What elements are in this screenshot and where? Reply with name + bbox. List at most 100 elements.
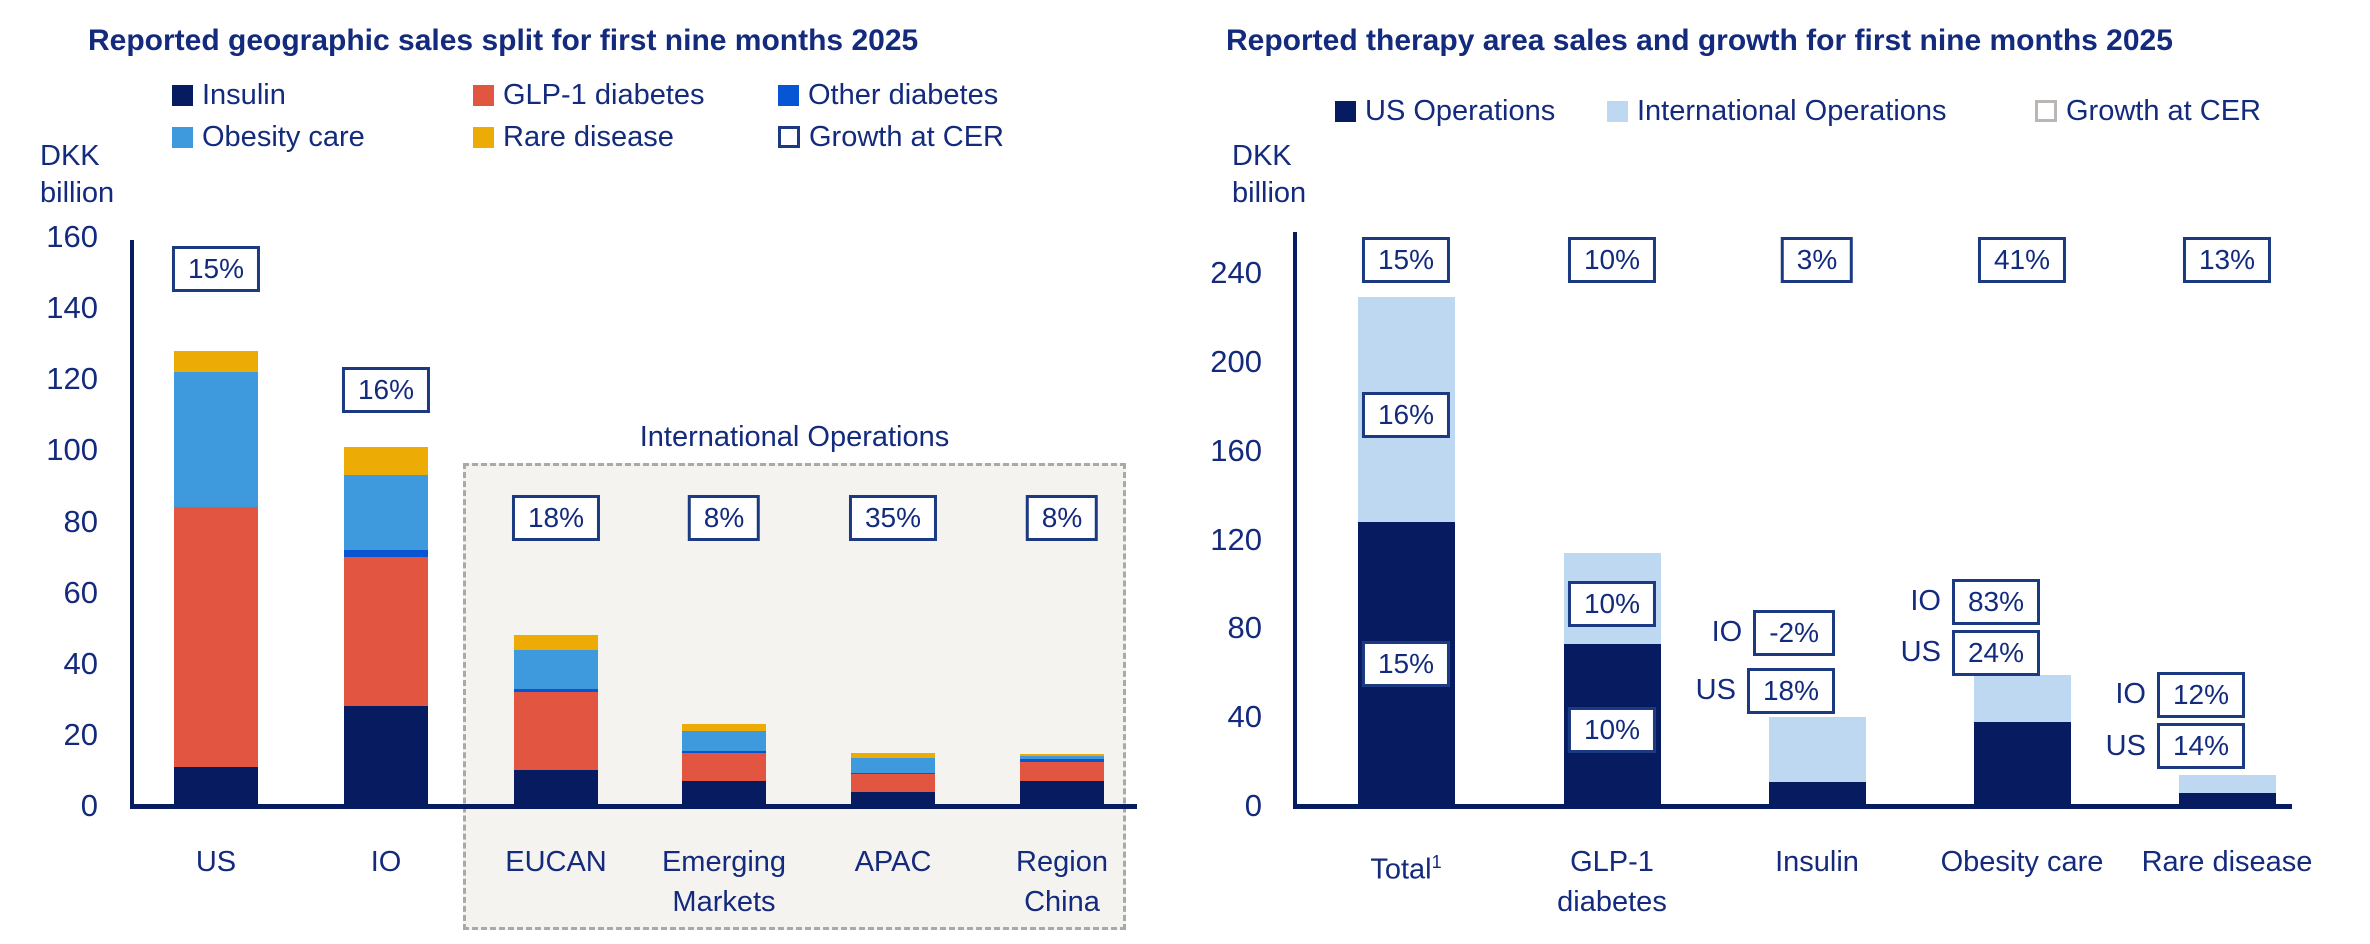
bar-segment-glp-1-diabetes bbox=[174, 507, 258, 767]
y-axis-tick-label: 120 bbox=[1210, 521, 1262, 557]
bar-segment-other-diabetes bbox=[851, 772, 935, 774]
bar-segment-insulin bbox=[1020, 781, 1104, 806]
category-label: US bbox=[111, 842, 321, 882]
segment-growth-prefix: US bbox=[1900, 636, 1941, 669]
bar-segment-rare-disease bbox=[514, 635, 598, 650]
segment-growth-pair: IO 12% bbox=[2115, 671, 2245, 718]
y-axis-line bbox=[1293, 232, 1297, 809]
growth-at-cer-badge: 15% bbox=[171, 246, 261, 293]
legend-swatch-rare-disease bbox=[473, 126, 494, 148]
bar-segment-insulin bbox=[344, 706, 428, 806]
legend-item-international-operations: International Operations bbox=[1607, 94, 1947, 127]
growth-at-cer-badge: 35% bbox=[848, 494, 938, 541]
category-label: Emerging Markets bbox=[619, 842, 829, 922]
category-label: Total1 bbox=[1301, 842, 1511, 890]
bar-segment-rare-disease bbox=[174, 350, 258, 373]
y-axis-tick-label: 140 bbox=[46, 290, 98, 326]
y-axis-tick-label: 20 bbox=[63, 716, 98, 752]
bar-segment-insulin bbox=[682, 781, 766, 806]
bar-segment-us-operations bbox=[1973, 721, 2071, 806]
legend-label: Growth at CER bbox=[2066, 94, 2261, 127]
growth-at-cer-badge: 3% bbox=[1780, 236, 1854, 283]
segment-growth-badge: 24% bbox=[1951, 629, 2040, 676]
y-axis-tick-label: 0 bbox=[80, 788, 98, 823]
bar-segment-rare-disease bbox=[1020, 754, 1104, 757]
segment-growth-prefix: US bbox=[1695, 674, 1736, 707]
y-axis-unit-line: billion bbox=[40, 177, 115, 209]
footnote-marker: 1 bbox=[1431, 852, 1442, 872]
legend-label: International Operations bbox=[1637, 94, 1947, 127]
segment-growth-prefix: IO bbox=[1910, 585, 1941, 618]
growth-at-cer-badge: 10% bbox=[1567, 236, 1657, 283]
y-axis-line bbox=[130, 240, 134, 809]
legend-swatch-us-operations bbox=[1335, 100, 1356, 122]
segment-growth-pair: IO 83% bbox=[1910, 578, 2040, 625]
category-label-line: US bbox=[195, 846, 237, 878]
bar-segment-other-diabetes bbox=[514, 688, 598, 693]
segment-growth-badge: 12% bbox=[2156, 671, 2245, 718]
bar-segment-rare-disease bbox=[851, 752, 935, 758]
segment-growth-badge: 10% bbox=[1567, 580, 1657, 627]
legend-label: Rare disease bbox=[503, 120, 674, 153]
y-axis-unit-line: DKK bbox=[1232, 140, 1292, 172]
bar-segment-other-diabetes bbox=[682, 751, 766, 753]
y-axis-unit-line: DKK bbox=[40, 140, 100, 172]
y-axis-tick-label: 160 bbox=[46, 219, 98, 255]
category-label-line: Emerging bbox=[661, 846, 787, 878]
category-label-line: China bbox=[1024, 886, 1100, 918]
growth-at-cer-badge: 16% bbox=[341, 366, 431, 413]
growth-at-cer-badge: 8% bbox=[1025, 494, 1099, 541]
legend-item-obesity-care: Obesity care bbox=[172, 121, 365, 153]
segment-growth-prefix: US bbox=[2105, 729, 2146, 762]
legend-swatch-insulin bbox=[172, 84, 193, 106]
bar-segment-glp-1-diabetes bbox=[1020, 762, 1104, 782]
international-operations-label: International Operations bbox=[639, 421, 950, 453]
category-label-line: APAC bbox=[854, 846, 932, 878]
bar-segment-glp-1-diabetes bbox=[851, 773, 935, 792]
legend-label: Insulin bbox=[202, 78, 286, 111]
legend-label: GLP-1 diabetes bbox=[503, 78, 705, 111]
bar-segment-glp-1-diabetes bbox=[514, 692, 598, 771]
category-label-line: Rare disease bbox=[2141, 846, 2313, 878]
y-axis-unit-line: billion bbox=[1232, 177, 1307, 209]
segment-growth-badge: 15% bbox=[1361, 640, 1451, 687]
segment-growth-badge: 16% bbox=[1361, 392, 1451, 439]
legend-item-glp-1-diabetes: GLP-1 diabetes bbox=[473, 78, 705, 111]
bar-segment-glp-1-diabetes bbox=[344, 557, 428, 707]
category-label: Rare disease bbox=[2122, 842, 2332, 882]
segment-growth-badge: -2% bbox=[1753, 609, 1835, 656]
legend-swatch-other-diabetes bbox=[778, 84, 799, 106]
bar-segment-obesity-care bbox=[514, 649, 598, 689]
y-axis-tick-label: 100 bbox=[46, 432, 98, 468]
y-axis-tick-label: 40 bbox=[63, 645, 98, 681]
category-label: Obesity care bbox=[1917, 842, 2127, 882]
category-label: Insulin bbox=[1712, 842, 1922, 882]
category-label-line: Total1 bbox=[1370, 852, 1442, 886]
legend-label: US Operations bbox=[1365, 94, 1556, 127]
segment-growth-prefix: IO bbox=[2115, 678, 2146, 711]
segment-growth-badge: 10% bbox=[1567, 707, 1657, 754]
bar-segment-glp-1-diabetes bbox=[682, 752, 766, 782]
growth-at-cer-badge: 8% bbox=[687, 494, 761, 541]
legend-swatch-growth-at-cer bbox=[2035, 100, 2057, 122]
category-label-line: diabetes bbox=[1557, 886, 1667, 918]
y-axis-tick-label: 0 bbox=[1244, 788, 1262, 823]
growth-at-cer-badge: 18% bbox=[511, 494, 601, 541]
bar-segment-us-operations bbox=[2178, 792, 2276, 806]
category-label-line: GLP-1 bbox=[1570, 846, 1654, 878]
x-axis-line bbox=[1293, 804, 2292, 809]
category-label-line: Insulin bbox=[1775, 846, 1859, 878]
segment-growth-pair: US 18% bbox=[1695, 667, 1835, 714]
y-axis-unit-label: DKK billion bbox=[40, 138, 114, 212]
bar-segment-insulin bbox=[514, 770, 598, 806]
category-label-line: Markets bbox=[672, 886, 776, 918]
segment-growth-badge: 14% bbox=[2156, 723, 2245, 770]
category-label-line: EUCAN bbox=[505, 846, 607, 878]
bar-segment-insulin bbox=[174, 766, 258, 806]
y-axis-tick-label: 160 bbox=[1210, 432, 1262, 468]
y-axis-tick-label: 40 bbox=[1227, 699, 1262, 735]
bar-segment-obesity-care bbox=[344, 475, 428, 550]
bar-segment-obesity-care bbox=[682, 731, 766, 752]
